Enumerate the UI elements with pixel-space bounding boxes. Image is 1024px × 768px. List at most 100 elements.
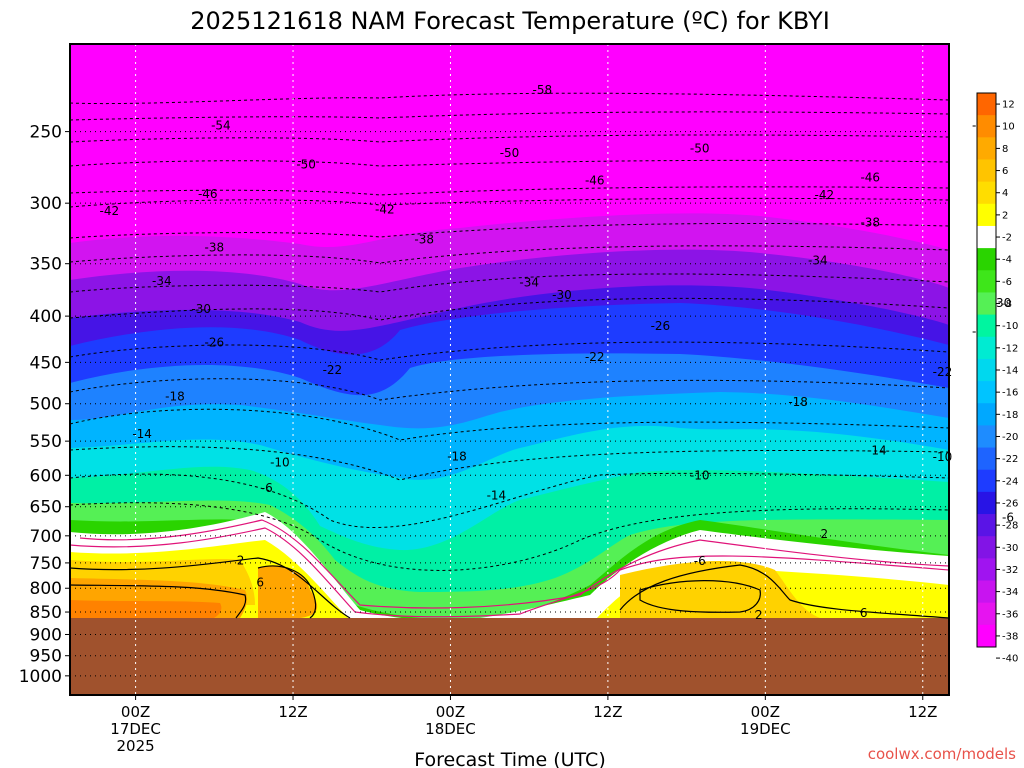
credit-text: coolwx.com/models	[868, 745, 1016, 763]
x-tick-label: 18DEC	[425, 720, 476, 738]
band-dark-orange	[70, 600, 222, 620]
isotherm-label: -6	[261, 481, 273, 495]
isotherm-label: -38	[414, 232, 434, 246]
colorbar-swatch	[977, 447, 996, 471]
x-tick-label: 12Z	[593, 703, 622, 721]
colorbar: 12 10 8 6 4 2 -2 -4 -6 -8 -10 -12 -14 -16 -18 -20 -22 -24…	[976, 92, 1018, 665]
colorbar-label: 8	[1002, 144, 1008, 155]
isotherm-contour	[70, 222, 949, 239]
x-tick-label: 17DEC	[110, 720, 161, 738]
colorbar-label: -16	[1002, 388, 1018, 399]
colorbar-label: -24	[1002, 476, 1018, 487]
isotherm-label: -46	[585, 173, 605, 187]
colorbar-swatch	[977, 403, 996, 426]
colorbar-label: -32	[1002, 565, 1018, 576]
isotherm-contour	[70, 159, 949, 167]
colorbar-label: -30	[1002, 543, 1018, 554]
colorbar-swatch	[977, 491, 996, 515]
isotherm-label: -50	[690, 142, 710, 156]
isotherm-contour	[619, 564, 949, 619]
colorbar-swatch	[977, 203, 996, 227]
isotherm-contour	[70, 297, 949, 321]
colorbar-label: -26	[1002, 498, 1018, 509]
colorbar-label: -18	[1002, 410, 1018, 421]
x-tick-label: 00Z	[121, 703, 150, 721]
x-tick-label: 12Z	[278, 703, 307, 721]
y-tick-label: 400	[30, 307, 62, 327]
colorbar-label: -38	[1002, 631, 1018, 642]
isotherm-label: -42	[815, 188, 835, 202]
isotherm-contour	[70, 111, 949, 121]
isotherm-contour	[70, 197, 949, 208]
isotherm-label: -30	[552, 288, 572, 302]
colorbar-label: -28	[1002, 521, 1018, 532]
isotherm-contour	[70, 273, 949, 293]
x-axis: 00Z17DEC202512Z00Z18DEC12Z00Z19DEC12Z00Z…	[110, 695, 937, 755]
isotherm-label: -38	[205, 241, 225, 255]
chart-title: 2025121618 NAM Forecast Temperature (ºC)…	[190, 7, 830, 35]
ground-underlay	[70, 618, 949, 695]
y-tick-label: 300	[30, 194, 62, 214]
isotherm-label: -18	[447, 450, 467, 464]
isotherm-label: 2	[755, 608, 763, 622]
colorbar-swatch	[977, 137, 996, 160]
colorbar-label: -22	[1002, 454, 1018, 465]
colorbar-swatch	[977, 358, 996, 382]
colorbar-label: -36	[1002, 609, 1018, 620]
colorbar-swatch	[977, 270, 996, 293]
y-tick-label: 850	[30, 603, 62, 623]
isotherm-label: -50	[500, 146, 520, 160]
isotherm-label: -34	[152, 274, 172, 288]
isotherm-contour	[70, 584, 247, 619]
isotherm-contour	[70, 245, 949, 264]
colorbar-label: -12	[1002, 343, 1018, 354]
x-axis-title: Forecast Time (UTC)	[414, 749, 605, 768]
colorbar-swatch	[977, 425, 996, 449]
isotherm-label: -10	[933, 450, 953, 464]
colorbar-label: 2	[1002, 210, 1008, 221]
isotherm-contour	[70, 134, 949, 143]
isotherm-label: -58	[532, 83, 552, 97]
isotherm-label: -14	[132, 427, 152, 441]
isotherm-label: -34	[519, 275, 539, 289]
isotherm-contour	[70, 92, 949, 105]
isotherm-contour	[70, 527, 949, 618]
colorbar-swatch	[977, 536, 996, 559]
x-tick-label: 00Z	[436, 703, 465, 721]
x-tick-label: 12Z	[908, 703, 937, 721]
y-tick-label: 800	[30, 579, 62, 599]
colorbar-label: -40	[1002, 654, 1018, 665]
isotherm-contour	[70, 378, 949, 401]
colorbar-swatch	[977, 292, 996, 316]
isotherm-label: -18	[165, 390, 185, 404]
colorbar-label: -10	[1002, 321, 1018, 332]
y-tick-label: 600	[30, 466, 62, 486]
y-tick-label: 1000	[19, 667, 62, 687]
isotherm-label: -14	[487, 489, 507, 503]
isotherm-label: -30	[992, 296, 1012, 310]
y-tick-label: 950	[30, 647, 62, 667]
isotherm-label: -38	[860, 215, 880, 229]
colorbar-swatch	[977, 159, 996, 183]
isotherm-label: 2	[237, 553, 245, 567]
isotherm-label: -22	[933, 365, 953, 379]
isotherm-label: -18	[788, 395, 808, 409]
y-tick-label: 500	[30, 395, 62, 415]
isotherm-label: 6	[860, 606, 868, 620]
isotherm-contour	[70, 446, 949, 481]
isotherm-label: -42	[100, 204, 120, 218]
colorbar-label: 12	[1002, 100, 1015, 111]
colorbar-swatch	[977, 624, 996, 648]
isotherm-contour	[257, 565, 317, 619]
colorbar-label: -2	[1002, 233, 1012, 244]
colorbar-swatch	[977, 580, 996, 604]
colorbar-label: -34	[1002, 587, 1018, 598]
colorbar-swatch	[977, 602, 996, 626]
isotherm-contour	[70, 408, 949, 441]
isotherm-label: -46	[860, 170, 880, 184]
y-tick-label: 250	[30, 123, 62, 143]
colorbar-swatch	[977, 314, 996, 338]
isotherm-contour	[70, 341, 949, 361]
isotherm-label: -54	[211, 118, 231, 132]
y-tick-label: 450	[30, 353, 62, 373]
